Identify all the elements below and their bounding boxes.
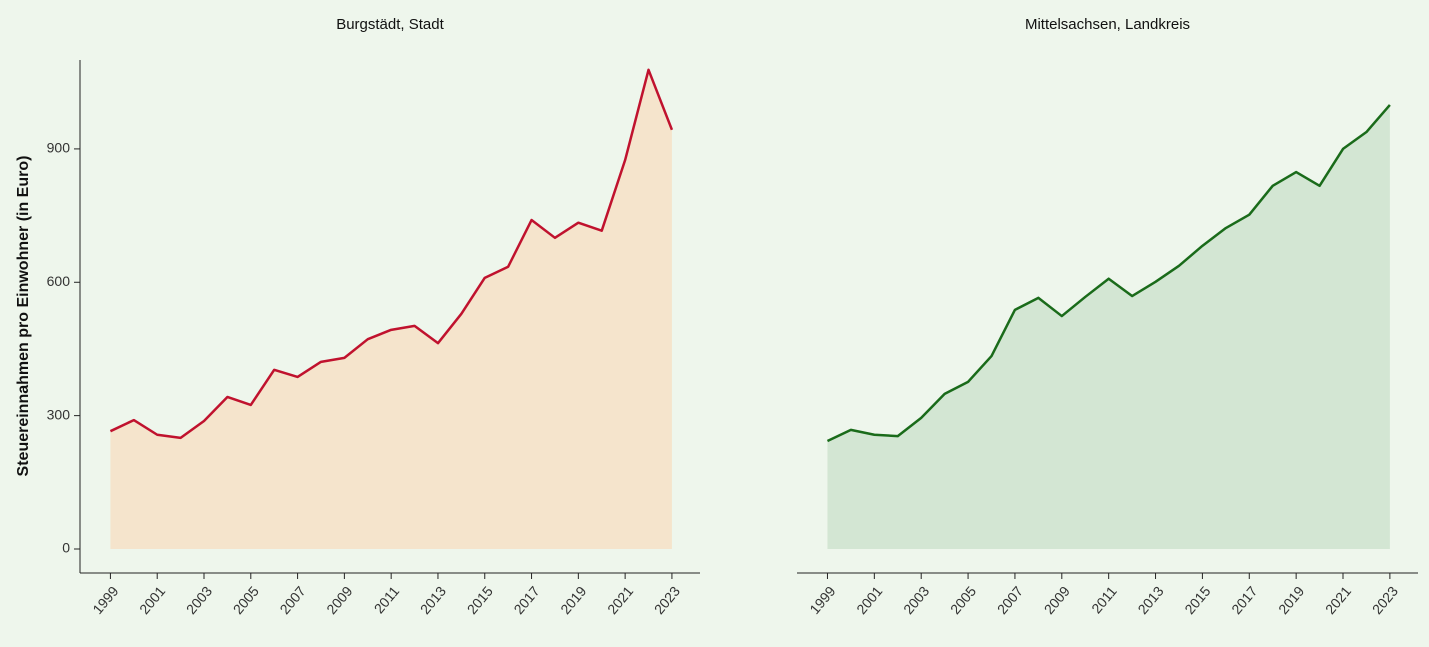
x-tick-label: 2003 (183, 583, 215, 617)
x-tick-label: 2007 (276, 583, 308, 617)
x-tick-label: 2017 (510, 583, 542, 617)
y-axis-label: Steuereinnahmen pro Einwohner (in Euro) (15, 156, 32, 477)
x-tick-label: 2011 (1088, 583, 1120, 617)
x-tick-label: 2005 (230, 583, 262, 617)
x-tick-label: 1999 (89, 583, 121, 617)
x-tick-label: 2021 (604, 583, 636, 617)
y-tick-label: 300 (47, 406, 71, 422)
x-tick-label: 2021 (1322, 583, 1354, 617)
y-tick-label: 0 (62, 540, 70, 556)
x-tick-label: 2009 (323, 583, 355, 617)
x-tick-label: 2007 (994, 583, 1026, 617)
y-tick-label: 900 (47, 140, 71, 156)
x-tick-label: 2001 (853, 583, 885, 617)
x-tick-label: 2023 (651, 583, 683, 617)
x-tick-label: 2013 (417, 583, 449, 617)
x-tick-label: 2003 (900, 583, 932, 617)
panel-title: Mittelsachsen, Landkreis (1025, 16, 1190, 33)
x-tick-label: 2009 (1041, 583, 1073, 617)
x-tick-label: 2013 (1134, 583, 1166, 617)
area (827, 104, 1390, 549)
area (110, 69, 672, 549)
x-tick-label: 2019 (557, 583, 589, 617)
x-tick-label: 1999 (806, 583, 838, 617)
x-tick-label: 2015 (1181, 583, 1213, 617)
panel-title: Burgstädt, Stadt (336, 16, 444, 33)
line (826, 104, 1391, 443)
x-tick-label: 2001 (136, 583, 168, 617)
x-tick-label: 2019 (1275, 583, 1307, 617)
x-tick-label: 2005 (947, 583, 979, 617)
x-tick-label: 2015 (464, 583, 496, 617)
x-tick-label: 2017 (1228, 583, 1260, 617)
line (109, 68, 674, 440)
y-tick-label: 600 (47, 273, 71, 289)
x-tick-label: 2011 (371, 583, 403, 617)
x-tick-label: 2023 (1369, 583, 1401, 617)
